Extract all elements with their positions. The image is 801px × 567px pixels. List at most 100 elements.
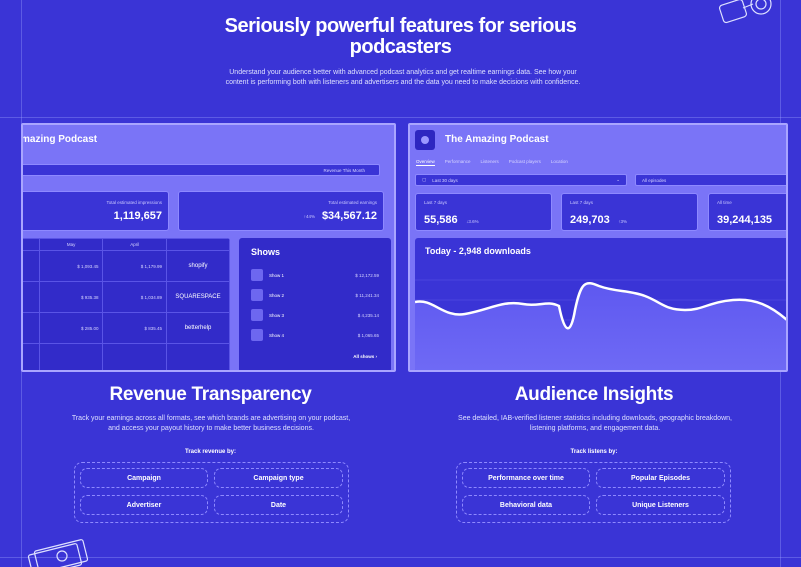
chevron-down-icon: ⌄	[616, 177, 620, 182]
frame-line	[0, 117, 801, 118]
table-row: $ 285.00 $ 835.45 betterhelp	[23, 312, 230, 344]
stat-label: Total estimated impressions	[106, 200, 162, 205]
shows-panel: Shows Show 1 $ 12,172.59 Show 2 $ 11,241…	[239, 238, 391, 370]
revenue-filters-box	[74, 462, 349, 523]
show-row[interactable]: Show 2 $ 11,241.34	[251, 289, 379, 301]
stat-card: Last 7 days 55,586 ↓3.6%	[415, 193, 552, 231]
audience-section-desc: See detailed, IAB-verified listener stat…	[458, 415, 732, 432]
revenue-dashboard-preview: mazing Podcast Revenue This Month Total …	[21, 123, 396, 372]
dashboard-title: mazing Podcast	[21, 134, 98, 145]
downloads-chart-panel: Today - 2,948 downloads	[415, 238, 786, 370]
stat-value: 55,586	[424, 214, 458, 226]
table-cell: $ 285.00	[38, 312, 104, 344]
show-artwork-icon	[251, 309, 263, 321]
downloads-line-chart	[415, 279, 786, 370]
date-range-select[interactable]: ▢ Last 30 days ⌄	[415, 174, 627, 186]
tab-listeners[interactable]: Listeners	[480, 159, 499, 164]
frame-line	[0, 557, 801, 558]
filter-advertiser[interactable]: Advertiser	[80, 495, 208, 515]
filter-date[interactable]: Date	[214, 495, 343, 515]
track-revenue-label: Track revenue by:	[184, 449, 237, 455]
filter-performance-over-time[interactable]: Performance over time	[462, 468, 590, 488]
filter-campaign-type[interactable]: Campaign type	[214, 468, 343, 488]
stat-label: Last 7 days	[424, 200, 448, 205]
earnings-card: Total estimated earnings ↑44% $34,567.12	[178, 191, 384, 231]
show-value: $ 4,235.14	[357, 312, 379, 318]
stat-value: 249,703	[570, 214, 610, 226]
camera-illustration-icon	[718, 0, 772, 24]
hero-title-line: Seriously powerful features for serious	[224, 15, 577, 37]
table-cell: $ 1,034.89	[102, 281, 168, 313]
brand-logo: shopify	[166, 250, 230, 282]
tab-performance[interactable]: Performance	[444, 159, 471, 164]
show-value: $ 11,241.34	[355, 292, 379, 298]
hero-subtitle: Understand your audience better with adv…	[225, 69, 581, 86]
revenue-section-title: Revenue Transparency	[109, 384, 312, 405]
show-artwork-icon	[251, 329, 263, 341]
stat-value: 39,244,135	[717, 214, 773, 226]
show-name: Show 1	[269, 272, 285, 278]
podcast-logo-icon	[415, 130, 435, 150]
stat-change: ↓3.6%	[466, 219, 479, 224]
hero-title-line: podcasters	[349, 36, 452, 58]
table-cell: $ 1,093.45	[38, 250, 104, 282]
revenue-table: May April $ 1,093.45 $ 1,179.99 shopify …	[23, 238, 230, 370]
table-cell: $ 1,179.99	[102, 250, 168, 282]
table-cell: $ 935.38	[38, 281, 104, 313]
hero-title: Seriously powerful features for serious …	[0, 16, 801, 58]
chart-title: Today - 2,948 downloads	[425, 246, 531, 256]
tab-location[interactable]: Location	[550, 159, 568, 164]
chart-line	[415, 282, 786, 330]
stat-change: ↑3%	[618, 219, 627, 224]
table-row: $ 935.38 $ 1,034.89 SQUARESPACE	[23, 281, 230, 313]
episode-select[interactable]: All episodes	[635, 174, 786, 186]
track-listens-label: Track listens by:	[570, 449, 618, 455]
show-artwork-icon	[251, 289, 263, 301]
brand-logo: SQUARESPACE	[166, 281, 230, 313]
show-row[interactable]: Show 4 $ 1,065.65	[251, 329, 379, 341]
show-name: Show 4	[269, 332, 285, 338]
show-name: Show 2	[269, 292, 285, 298]
revenue-section-desc: Track your earnings across all formats, …	[71, 415, 351, 432]
stat-card: Last 7 days 249,703 ↑3%	[561, 193, 698, 231]
audience-dashboard-preview: The Amazing Podcast Overview Performance…	[408, 123, 788, 372]
all-shows-link[interactable]: All shows ›	[353, 354, 377, 359]
stat-label: All time	[717, 200, 732, 205]
stat-value: $34,567.12	[321, 210, 377, 222]
stat-change: ↑44%	[303, 214, 315, 219]
calendar-icon: ▢	[422, 177, 427, 182]
audience-filters-box	[456, 462, 731, 523]
filter-behavioral-data[interactable]: Behavioral data	[462, 495, 590, 515]
table-header: April	[102, 238, 168, 251]
stat-value: 1,119,657	[113, 210, 162, 222]
tab-overview[interactable]: Overview	[416, 159, 435, 166]
table-header	[166, 238, 230, 251]
stat-card: All time 39,244,135	[708, 193, 786, 231]
shows-title: Shows	[251, 247, 281, 257]
filter-popular-episodes[interactable]: Popular Episodes	[596, 468, 725, 488]
show-value: $ 1,065.65	[357, 332, 379, 338]
show-name: Show 3	[269, 312, 285, 318]
money-illustration-icon	[27, 539, 89, 567]
tab-podcast-players[interactable]: Podcast players	[508, 159, 541, 164]
impressions-card: Total estimated impressions 1,119,657	[23, 191, 169, 231]
select-value: Last 30 days	[432, 177, 458, 183]
dashboard-tabs: Overview Performance Listeners Podcast p…	[416, 159, 568, 166]
audience-section-title: Audience Insights	[514, 384, 674, 405]
table-row: $ 1,093.45 $ 1,179.99 shopify	[23, 250, 230, 282]
show-artwork-icon	[251, 269, 263, 281]
table-header: May	[38, 238, 104, 251]
dashboard-title: The Amazing Podcast	[445, 134, 549, 145]
table-cell: $ 835.45	[102, 312, 168, 344]
stat-label: Last 7 days	[570, 200, 594, 205]
show-value: $ 12,172.59	[355, 272, 379, 278]
show-row[interactable]: Show 3 $ 4,235.14	[251, 309, 379, 321]
table-header	[23, 238, 40, 251]
stat-label: Total estimated earnings	[328, 200, 377, 205]
chart-area-fill	[415, 283, 786, 370]
show-row[interactable]: Show 1 $ 12,172.59	[251, 269, 379, 281]
period-select[interactable]: Revenue This Month	[23, 164, 380, 176]
filter-unique-listeners[interactable]: Unique Listeners	[596, 495, 725, 515]
filter-campaign[interactable]: Campaign	[80, 468, 208, 488]
brand-logo: betterhelp	[166, 312, 230, 344]
